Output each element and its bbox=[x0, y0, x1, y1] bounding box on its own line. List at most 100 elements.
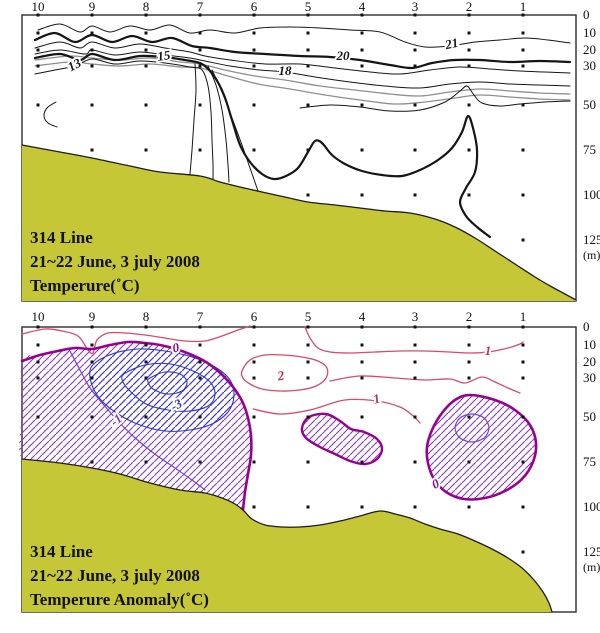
data-point-dot bbox=[144, 360, 148, 364]
data-point-dot bbox=[144, 460, 148, 464]
data-point-dot bbox=[144, 103, 148, 107]
station-label: 8 bbox=[143, 0, 150, 14]
depth-tick-label: 50 bbox=[583, 409, 596, 424]
contour-line bbox=[34, 61, 571, 105]
data-point-dot bbox=[467, 148, 471, 152]
data-point-dot bbox=[252, 460, 256, 464]
depth-tick-label: 20 bbox=[583, 354, 596, 369]
station-label: 9 bbox=[89, 0, 96, 14]
data-point-dot bbox=[467, 415, 471, 419]
data-point-dot bbox=[521, 376, 525, 380]
station-label: 3 bbox=[412, 309, 419, 324]
data-point-dot bbox=[521, 343, 525, 347]
data-point-dot bbox=[36, 325, 40, 329]
data-point-dot bbox=[413, 193, 417, 197]
station-label: 1 bbox=[520, 0, 527, 14]
data-point-dot bbox=[198, 325, 202, 329]
data-point-dot bbox=[413, 505, 417, 509]
hatched-anomaly-cell bbox=[425, 393, 538, 501]
data-point-dot bbox=[467, 343, 471, 347]
data-point-dot bbox=[360, 103, 364, 107]
depth-tick-label: 30 bbox=[583, 58, 596, 73]
data-point-dot bbox=[252, 376, 256, 380]
data-point-dot bbox=[306, 31, 310, 35]
station-label: 2 bbox=[466, 309, 473, 324]
data-point-dot bbox=[90, 325, 94, 329]
contour-line bbox=[121, 362, 216, 412]
hatched-region bbox=[89, 348, 235, 432]
contour-line bbox=[33, 52, 492, 239]
data-point-dot bbox=[144, 13, 148, 17]
contour-line bbox=[189, 63, 197, 175]
depth-tick-label: 75 bbox=[583, 142, 596, 157]
data-point-dot bbox=[360, 505, 364, 509]
data-point-dot bbox=[144, 31, 148, 35]
seafloor-edge bbox=[21, 144, 577, 301]
data-point-dot bbox=[521, 13, 525, 17]
data-point-dot bbox=[467, 31, 471, 35]
data-point-dot bbox=[521, 48, 525, 52]
data-point-dot bbox=[90, 13, 94, 17]
data-point-dot bbox=[521, 148, 525, 152]
panel-title-line: 21~22 June, 3 july 2008 bbox=[30, 566, 200, 585]
seafloor bbox=[22, 459, 552, 612]
depth-tick-label: 10 bbox=[583, 25, 596, 40]
data-point-dot bbox=[306, 103, 310, 107]
data-point-dot bbox=[306, 415, 310, 419]
data-point-dot bbox=[90, 64, 94, 68]
contour-line bbox=[304, 326, 524, 354]
station-label: 9 bbox=[89, 309, 96, 324]
depth-tick-label: 100 bbox=[583, 187, 600, 202]
data-point-dot bbox=[198, 148, 202, 152]
data-point-dot bbox=[36, 64, 40, 68]
contour-line bbox=[147, 371, 188, 395]
data-point-dot bbox=[521, 360, 525, 364]
station-label: 10 bbox=[32, 309, 45, 324]
data-point-dot bbox=[521, 64, 525, 68]
station-label: 1 bbox=[520, 309, 527, 324]
data-point-dot bbox=[360, 343, 364, 347]
data-point-dot bbox=[521, 193, 525, 197]
data-point-dot bbox=[306, 460, 310, 464]
station-label: 7 bbox=[197, 0, 204, 14]
data-point-dot bbox=[413, 13, 417, 17]
data-point-dot bbox=[90, 460, 94, 464]
data-point-dot bbox=[36, 31, 40, 35]
data-point-dot bbox=[360, 325, 364, 329]
depth-unit-label: (m) bbox=[583, 560, 600, 574]
data-point-dot bbox=[467, 505, 471, 509]
data-point-dot bbox=[413, 343, 417, 347]
depth-tick-label: 10 bbox=[583, 337, 596, 352]
data-point-dot bbox=[90, 31, 94, 35]
data-point-dot bbox=[90, 415, 94, 419]
contour-line bbox=[20, 340, 253, 512]
contour-line bbox=[21, 325, 251, 355]
data-point-dot bbox=[467, 376, 471, 380]
depth-tick-label: 100 bbox=[583, 499, 600, 514]
station-label: 2 bbox=[466, 0, 473, 14]
station-label: 4 bbox=[359, 309, 366, 324]
data-point-dot bbox=[90, 343, 94, 347]
contour-line bbox=[207, 65, 230, 183]
data-point-dot bbox=[413, 148, 417, 152]
data-point-dot bbox=[198, 103, 202, 107]
data-point-dot bbox=[360, 193, 364, 197]
depth-tick-label: 75 bbox=[583, 454, 596, 469]
bottom-panel-title: 314 Line 21~22 June, 3 july 2008 Temperu… bbox=[30, 540, 209, 612]
data-point-dot bbox=[90, 376, 94, 380]
data-point-dot bbox=[198, 13, 202, 17]
station-label: 10 bbox=[32, 0, 45, 14]
data-point-dot bbox=[521, 325, 525, 329]
data-point-dot bbox=[252, 415, 256, 419]
contour-value-label: 1 bbox=[485, 343, 492, 358]
depth-tick-label: 30 bbox=[583, 370, 596, 385]
hatched-anomaly-cell bbox=[300, 412, 384, 466]
depth-unit-label: (m) bbox=[583, 248, 600, 262]
data-point-dot bbox=[360, 31, 364, 35]
data-point-dot bbox=[90, 48, 94, 52]
data-point-dot bbox=[90, 103, 94, 107]
depth-tick-label: 125 bbox=[583, 544, 600, 559]
station-label: 3 bbox=[412, 0, 419, 14]
